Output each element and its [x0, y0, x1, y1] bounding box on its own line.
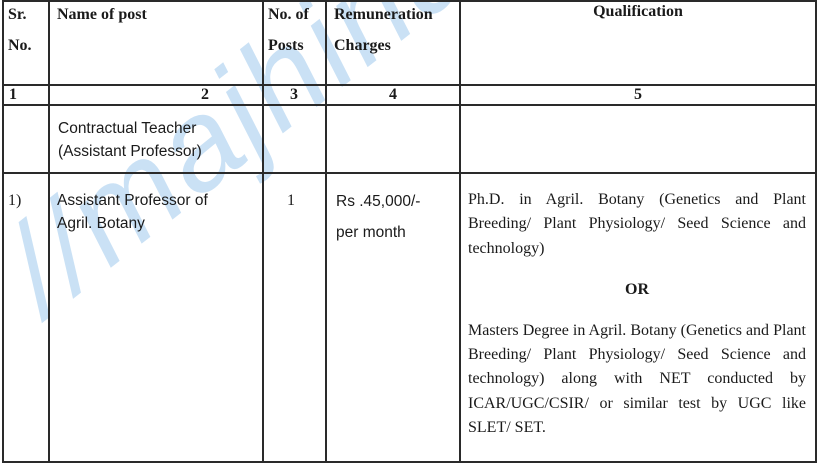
- post-name-line: Agril. Botany: [57, 215, 145, 232]
- column-divider: [2, 0, 4, 463]
- row-divider: [2, 172, 817, 174]
- section-title-line: (Assistant Professor): [58, 143, 202, 160]
- header-sr-no: Sr. No.: [8, 0, 32, 61]
- no-of-posts: 1: [287, 192, 295, 209]
- table-border-bottom: [2, 461, 817, 463]
- header-name-of-post: Name of post: [57, 6, 147, 23]
- header-qualification: Qualification: [593, 3, 683, 20]
- sr-no: 1): [8, 192, 22, 209]
- header-text: No.: [8, 37, 32, 54]
- column-number: 5: [634, 86, 642, 103]
- column-divider: [459, 0, 461, 463]
- header-text: No. of: [268, 6, 309, 23]
- post-name-line: Assistant Professor of: [57, 192, 208, 209]
- row-divider: [2, 84, 817, 86]
- header-text: Remuneration: [334, 6, 433, 23]
- column-number: 3: [290, 86, 298, 103]
- table-border-top: [2, 0, 817, 2]
- row-divider: [2, 104, 817, 106]
- header-remuneration: Remuneration Charges: [334, 0, 433, 61]
- column-number: 4: [389, 86, 397, 103]
- section-title-line: Contractual Teacher: [58, 120, 197, 137]
- column-divider: [48, 0, 50, 463]
- post-name: Assistant Professor of Agril. Botany: [57, 189, 208, 235]
- header-text: Sr.: [8, 6, 27, 23]
- column-divider: [325, 0, 327, 463]
- header-text: Charges: [334, 37, 391, 54]
- header-text: Posts: [268, 37, 304, 54]
- column-divider: [262, 0, 264, 463]
- qualification-masters: Masters Degree in Agril. Botany (Genetic…: [468, 321, 806, 437]
- column-divider: [815, 0, 817, 463]
- remuneration-line: per month: [336, 224, 406, 241]
- qualification-phd: Ph.D. in Agril. Botany (Genetics and Pla…: [468, 191, 806, 257]
- qualification: Ph.D. in Agril. Botany (Genetics and Pla…: [468, 188, 806, 441]
- header-no-of-posts: No. of Posts: [268, 0, 309, 61]
- section-title: Contractual Teacher (Assistant Professor…: [58, 117, 202, 163]
- qualification-or: OR: [625, 281, 649, 299]
- remuneration: Rs .45,000/- per month: [336, 186, 420, 248]
- remuneration-line: Rs .45,000/-: [336, 193, 421, 210]
- column-number: 1: [9, 86, 17, 103]
- column-number: 2: [201, 86, 209, 103]
